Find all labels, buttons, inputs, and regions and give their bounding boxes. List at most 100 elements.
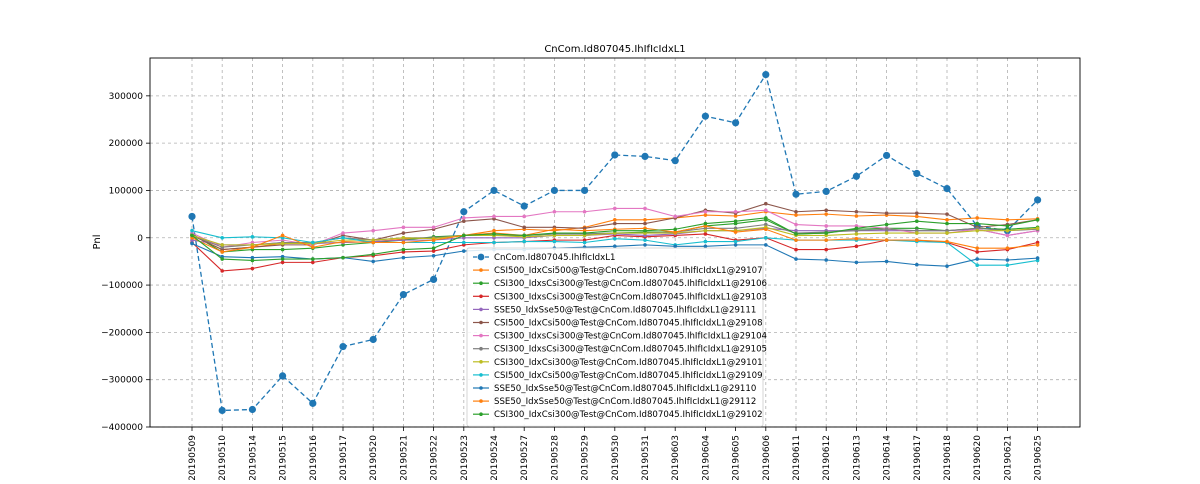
data-point: [371, 252, 376, 257]
legend-entry: CSI500_IdxCsi500@Test@CnCom.Id807045.IhI…: [473, 319, 763, 329]
data-point: [430, 275, 438, 283]
data-point: [915, 231, 919, 235]
data-point: [401, 240, 406, 245]
data-point: [701, 112, 710, 120]
y-tick-label: −100000: [101, 281, 143, 291]
data-point: [520, 202, 528, 210]
y-tick-label: 200000: [109, 139, 144, 149]
data-point: [492, 232, 496, 236]
data-point: [431, 238, 436, 242]
x-tick-label: 20190520: [369, 435, 379, 480]
x-tick-label: 20190618: [943, 435, 953, 480]
data-point: [703, 213, 708, 217]
data-point: [733, 230, 738, 234]
data-point: [643, 238, 647, 242]
data-point: [401, 247, 406, 252]
data-point: [975, 228, 979, 233]
data-point: [673, 230, 677, 234]
y-axis-label: Pnl: [92, 235, 103, 250]
data-point: [945, 239, 949, 244]
data-point: [975, 221, 979, 226]
data-point: [733, 214, 738, 218]
data-point: [401, 225, 406, 230]
data-point: [945, 217, 949, 222]
data-point: [341, 231, 345, 235]
legend-label: SSE50_IdxSse50@Test@CnCom.Id807045.IhIfI…: [494, 384, 756, 394]
x-tick-label: 20190620: [973, 435, 983, 480]
legend-entry: SSE50_IdxSse50@Test@CnCom.Id807045.IhIfI…: [473, 397, 756, 407]
data-point: [460, 208, 468, 216]
data-point: [490, 186, 498, 195]
x-tick-label: 20190516: [309, 435, 319, 480]
data-point: [794, 232, 798, 236]
data-point: [764, 208, 768, 213]
data-point: [854, 244, 859, 249]
data-point: [1005, 228, 1010, 233]
data-point: [1005, 224, 1010, 228]
y-tick-label: −400000: [101, 423, 143, 433]
data-point: [733, 243, 738, 247]
data-point: [794, 247, 798, 252]
data-point: [522, 239, 526, 244]
x-tick-label: 20190621: [1003, 435, 1013, 480]
x-tick-label: 20190614: [883, 435, 893, 480]
data-point: [462, 249, 466, 253]
legend: CnCom.Id807045.IhIfIcIdxL1 CSI500_IdxCsi5…: [466, 247, 767, 427]
legend-label: SSE50_IdxSse50@Test@CnCom.Id807045.IhIfI…: [494, 397, 756, 407]
x-tick-label: 20190528: [550, 435, 560, 480]
data-point: [613, 217, 617, 222]
legend-marker: [479, 386, 483, 390]
data-point: [220, 243, 224, 247]
data-point: [250, 235, 255, 239]
series-line: [191, 72, 1039, 412]
legend-marker: [479, 412, 483, 417]
data-point: [794, 209, 798, 214]
x-tick-label: 20190613: [852, 435, 862, 480]
x-tick-label: 20190529: [581, 435, 591, 480]
data-point: [431, 253, 436, 258]
data-point: [854, 214, 859, 218]
data-point: [339, 342, 347, 351]
data-point: [462, 219, 466, 224]
data-point: [279, 372, 287, 380]
data-point: [280, 257, 285, 261]
data-point: [1035, 226, 1040, 231]
data-point: [824, 231, 828, 235]
legend-marker: [479, 281, 483, 286]
data-point: [794, 222, 798, 227]
legend-entry: CSI300_IdxsCsi300@Test@CnCom.Id807045.Ih…: [473, 292, 767, 302]
data-point: [915, 238, 919, 242]
legend-marker: [479, 268, 483, 272]
series-group: [188, 70, 1042, 415]
data-point: [371, 228, 376, 233]
data-point: [975, 257, 979, 261]
data-point: [643, 228, 647, 233]
data-point: [431, 246, 436, 250]
data-point: [884, 238, 889, 242]
data-point: [341, 255, 345, 260]
data-point: [311, 245, 315, 250]
legend-label: CSI300_IdxsCsi300@Test@CnCom.Id807045.Ih…: [494, 279, 767, 289]
data-point: [401, 231, 406, 235]
legend-label: CSI300_IdxsCsi300@Test@CnCom.Id807045.Ih…: [494, 345, 767, 355]
x-tick-label: 20190531: [641, 435, 651, 480]
legend-entry: CSI300_IdxsCsi300@Test@CnCom.Id807045.Ih…: [473, 345, 767, 355]
x-tick-label: 20190521: [399, 435, 409, 480]
data-point: [280, 233, 285, 238]
data-point: [884, 259, 889, 264]
data-point: [552, 231, 557, 235]
data-point: [764, 243, 768, 247]
y-tick-label: 300000: [109, 92, 144, 102]
data-point: [794, 257, 798, 261]
data-point: [613, 236, 617, 241]
data-point: [220, 257, 224, 261]
data-point: [371, 240, 376, 245]
data-point: [309, 399, 317, 407]
data-point: [371, 259, 376, 264]
chart-title: CnCom.Id807045.IhIfIcIdxL1: [544, 44, 685, 55]
data-point: [220, 250, 224, 254]
data-point: [945, 212, 949, 216]
legend-label: CSI300_IdxsCsi300@Test@CnCom.Id807045.Ih…: [494, 292, 767, 302]
legend-marker: [479, 320, 483, 325]
